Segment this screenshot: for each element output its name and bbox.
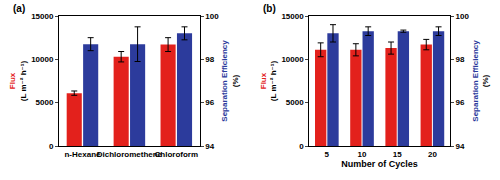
svg-text:n-Hexane: n-Hexane: [64, 150, 101, 159]
svg-text:Flux(L m⁻² h⁻¹): Flux(L m⁻² h⁻¹): [8, 61, 27, 102]
svg-text:15: 15: [393, 150, 402, 159]
svg-text:5000: 5000: [36, 98, 54, 107]
svg-text:20: 20: [428, 150, 437, 159]
svg-text:5: 5: [325, 150, 330, 159]
svg-text:10000: 10000: [31, 55, 54, 64]
svg-text:15000: 15000: [281, 12, 304, 21]
svg-text:Chloroform: Chloroform: [155, 150, 199, 159]
svg-text:94: 94: [205, 142, 214, 151]
svg-text:Flux(L m⁻² h⁻¹): Flux(L m⁻² h⁻¹): [259, 61, 278, 102]
svg-text:10000: 10000: [281, 55, 304, 64]
svg-text:98: 98: [205, 55, 214, 64]
svg-text:98: 98: [456, 55, 465, 64]
svg-text:0: 0: [49, 142, 54, 151]
svg-text:100: 100: [456, 12, 470, 21]
svg-text:94: 94: [456, 142, 465, 151]
svg-text:96: 96: [456, 98, 465, 107]
svg-text:Number of Cycles: Number of Cycles: [341, 159, 418, 169]
svg-text:10: 10: [358, 150, 367, 159]
svg-text:100: 100: [205, 12, 219, 21]
svg-text:96: 96: [205, 98, 214, 107]
svg-text:Separation Efficiency(%): Separation Efficiency(%): [220, 40, 239, 122]
svg-text:15000: 15000: [31, 12, 54, 21]
svg-text:Dichloromethene: Dichloromethene: [97, 150, 163, 159]
svg-text:(b): (b): [263, 3, 276, 14]
svg-text:5000: 5000: [286, 98, 304, 107]
svg-text:0: 0: [299, 142, 304, 151]
svg-text:Separation Efficiency(%): Separation Efficiency(%): [471, 40, 490, 122]
svg-text:(a): (a): [13, 3, 25, 14]
